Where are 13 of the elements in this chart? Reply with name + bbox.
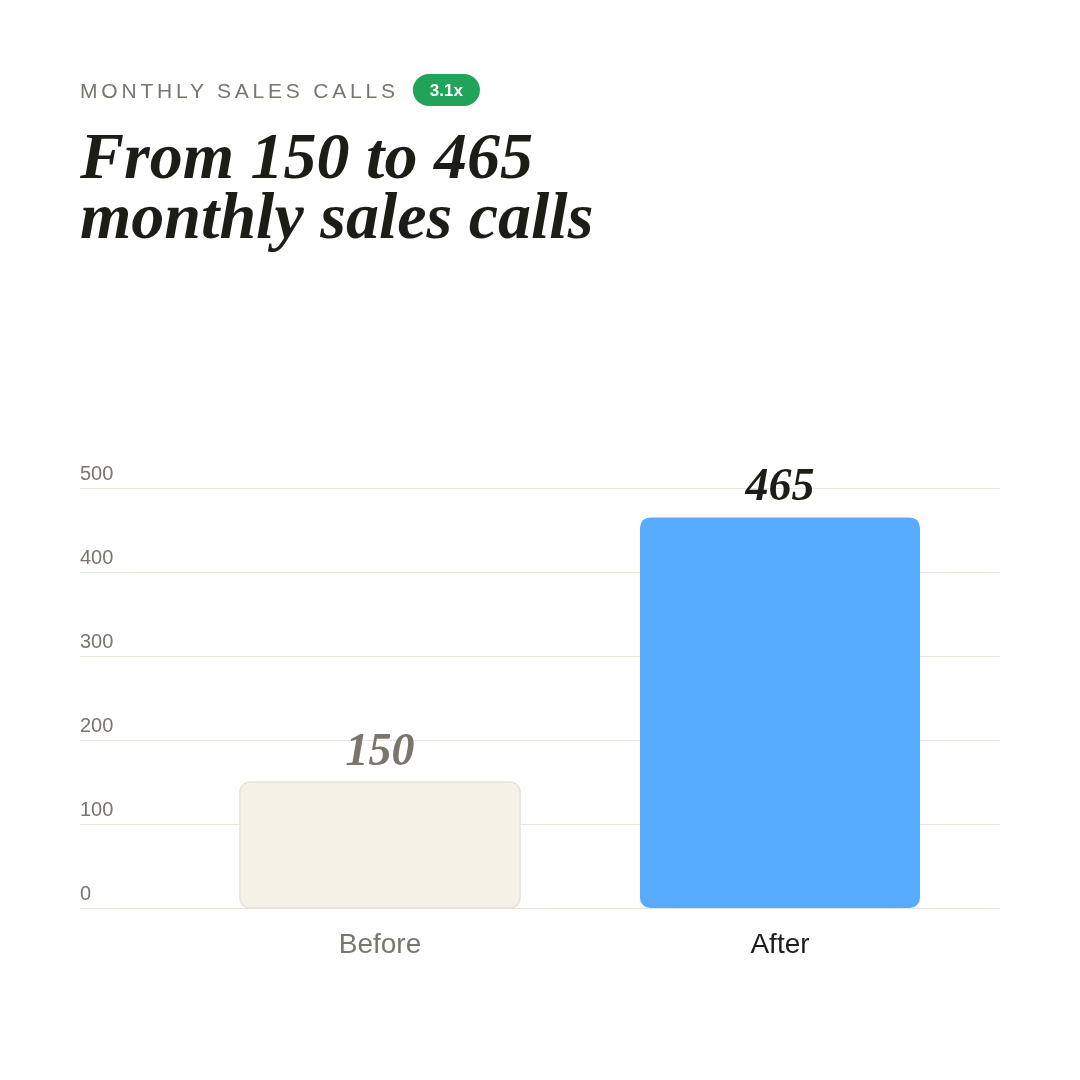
y-tick-label: 500 [80, 461, 114, 484]
text: 3.1x [429, 81, 464, 100]
y-tick-label: 100 [80, 797, 114, 820]
data-label: 465 [744, 459, 815, 511]
x-tick-label: After [750, 928, 810, 959]
y-tick-label: 200 [80, 713, 114, 736]
x-tick-label: Before [338, 928, 422, 959]
y-tick-label: 0 [80, 881, 92, 904]
y-tick-label: 400 [80, 545, 114, 568]
chart-title: From 150 to 465 monthly sales calls [79, 119, 594, 252]
y-tick-label: 300 [80, 629, 114, 652]
data-label: 150 [345, 724, 415, 775]
chart-subtitle: MONTHLY SALES CALLS [80, 79, 399, 102]
